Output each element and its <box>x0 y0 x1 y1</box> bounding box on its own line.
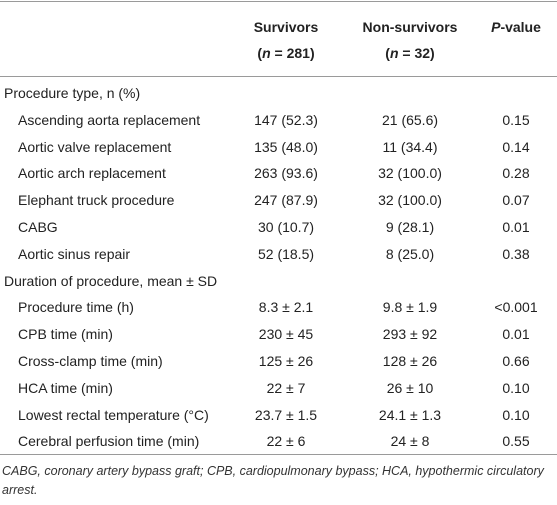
section-title: Duration of procedure, mean ± SD <box>4 272 218 289</box>
cell-value: 21 (65.6) <box>381 111 439 128</box>
cell-value: 0.07 <box>502 192 530 209</box>
column-title: Non-survivors <box>362 19 458 35</box>
row-label: Aortic arch replacement <box>18 165 166 182</box>
footnote: CABG, coronary artery bypass graft; CPB,… <box>2 464 544 497</box>
cell-value: 11 (34.4) <box>382 138 438 155</box>
cell-value: 52 (18.5) <box>257 245 315 262</box>
cell-value: 22 ± 6 <box>266 433 306 450</box>
row-label: CPB time (min) <box>18 326 113 343</box>
bottom-rule <box>0 454 557 455</box>
cell-value: 263 (93.6) <box>254 165 318 182</box>
cell-value: 293 ± 92 <box>382 326 438 343</box>
subtitle-part: = 32) <box>398 45 435 61</box>
row-label: Ascending aorta replacement <box>18 111 201 128</box>
row-label: Cerebral perfusion time (min) <box>18 433 200 450</box>
column-subtitle: (n = 32) <box>385 44 434 62</box>
row-label: CABG <box>18 219 58 235</box>
cell-value: 24.1 ± 1.3 <box>378 406 442 423</box>
cell-value: 32 (100.0) <box>378 165 442 182</box>
cell-value: 0.28 <box>502 165 530 182</box>
cell-value: 8 (25.0) <box>385 245 435 262</box>
subtitle-part: n <box>262 45 271 61</box>
cell-value: 0.01 <box>502 219 530 235</box>
cell-value: 0.66 <box>502 353 530 369</box>
section-title: Procedure type, n (%) <box>4 85 141 101</box>
cell-value: 0.10 <box>502 379 530 396</box>
row-label: Cross-clamp time (min) <box>18 353 163 369</box>
cell-value: 9.8 ± 1.9 <box>382 299 438 316</box>
top-rule <box>0 1 557 2</box>
cell-value: 125 ± 26 <box>258 353 314 369</box>
column-title: P-value <box>491 18 541 36</box>
cell-value: 9 (28.1) <box>385 219 435 235</box>
subtitle-part: = 281) <box>270 45 315 61</box>
cell-value: 23.7 ± 1.5 <box>254 406 318 423</box>
row-label: Aortic sinus repair <box>18 245 131 262</box>
cell-value: 230 ± 45 <box>258 326 314 343</box>
cell-value: 247 (87.9) <box>254 192 318 209</box>
column-title: Survivors <box>253 19 319 35</box>
row-label: Aortic valve replacement <box>18 138 172 155</box>
column-subtitle: (n = 281) <box>257 44 314 62</box>
subtitle-part: n <box>389 45 399 61</box>
subtitle-part: ( <box>257 45 263 61</box>
cell-value: 30 (10.7) <box>257 219 315 235</box>
pvalue-part: -value <box>500 19 541 35</box>
cell-value: 128 ± 26 <box>382 353 438 369</box>
cell-value: 0.38 <box>502 245 530 262</box>
cell-value: 0.10 <box>502 406 530 423</box>
cell-value: 26 ± 10 <box>386 379 434 396</box>
cell-value: <0.001 <box>494 299 538 316</box>
row-label: Lowest rectal temperature (°C) <box>18 406 209 423</box>
cell-value: 0.55 <box>502 433 530 450</box>
cell-value: 135 (48.0) <box>254 138 318 155</box>
pvalue-part: P <box>491 19 501 35</box>
row-label: HCA time (min) <box>18 379 113 396</box>
row-label: Elephant truck procedure <box>18 192 175 209</box>
cell-value: 0.01 <box>502 326 530 343</box>
subtitle-part: ( <box>385 45 390 61</box>
cell-value: 0.15 <box>502 111 530 128</box>
row-label: Procedure time (h) <box>18 299 134 316</box>
cell-value: 24 ± 8 <box>390 433 430 450</box>
cell-value: 147 (52.3) <box>254 111 318 128</box>
header-rule <box>0 76 557 77</box>
cell-value: 8.3 ± 2.1 <box>258 299 314 316</box>
cell-value: 32 (100.0) <box>378 192 442 209</box>
cell-value: 22 ± 7 <box>266 379 306 396</box>
cell-value: 0.14 <box>502 138 530 155</box>
